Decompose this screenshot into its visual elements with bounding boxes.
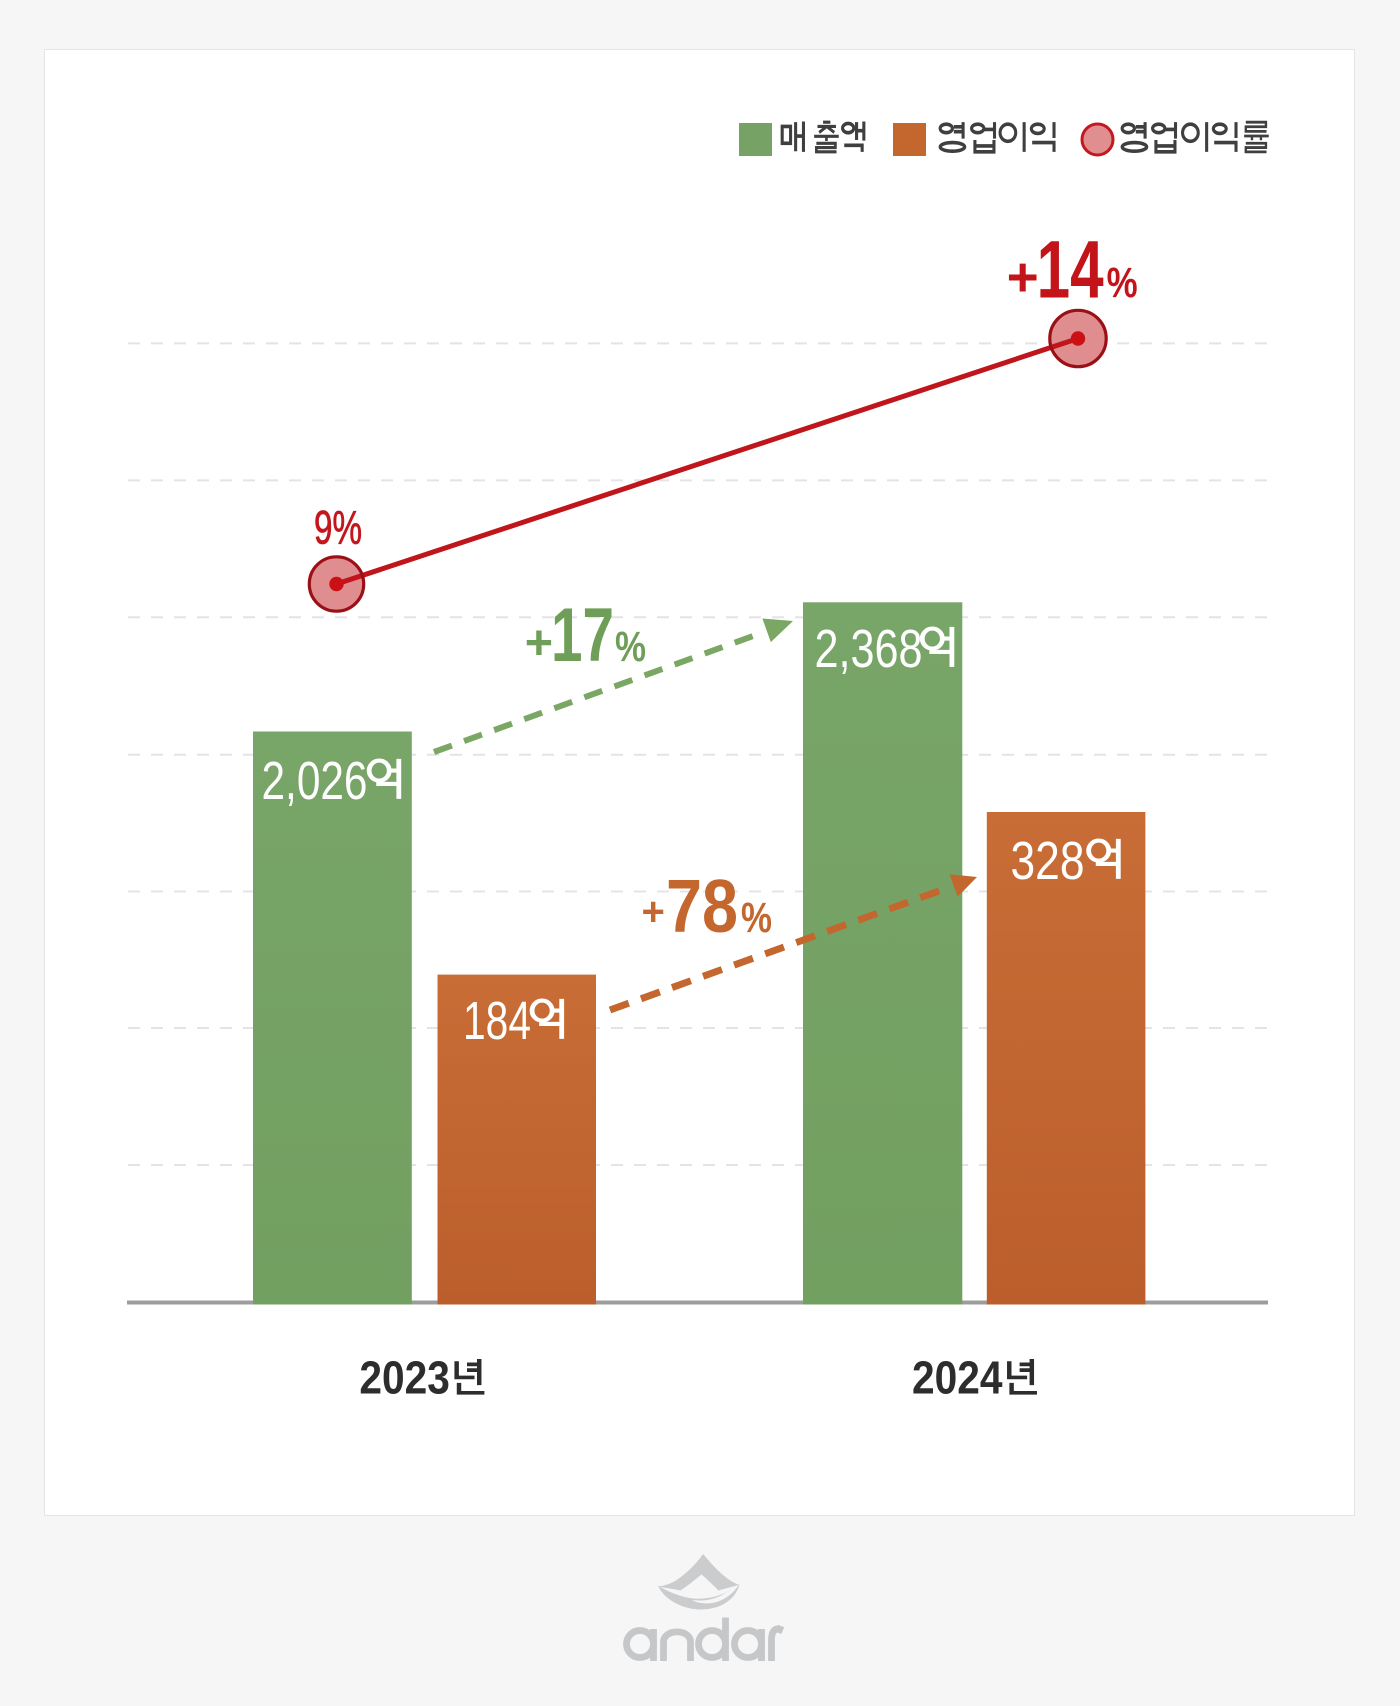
svg-text:%: % xyxy=(741,894,772,942)
svg-text:+: + xyxy=(525,616,553,670)
svg-text:2,026: 2,026 xyxy=(262,751,368,811)
svg-text:2024: 2024 xyxy=(912,1352,1003,1404)
svg-text:184: 184 xyxy=(463,991,531,1051)
svg-text:17: 17 xyxy=(551,593,614,678)
svg-text:78: 78 xyxy=(666,864,738,948)
svg-text:9%: 9% xyxy=(314,501,362,554)
svg-text:2,368: 2,368 xyxy=(815,619,923,679)
svg-text:14: 14 xyxy=(1037,225,1104,316)
svg-text:%: % xyxy=(615,623,646,671)
svg-text:%: % xyxy=(1107,259,1138,307)
svg-text:2023: 2023 xyxy=(359,1352,450,1404)
svg-text:328: 328 xyxy=(1011,831,1085,891)
svg-text:+: + xyxy=(642,890,665,934)
svg-text:+: + xyxy=(1007,246,1039,308)
